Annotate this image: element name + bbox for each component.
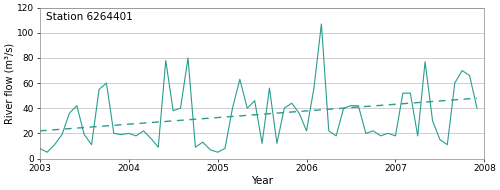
Y-axis label: River flow (m³/s): River flow (m³/s) — [4, 43, 14, 124]
X-axis label: Year: Year — [251, 176, 273, 186]
Text: Station 6264401: Station 6264401 — [46, 12, 133, 22]
